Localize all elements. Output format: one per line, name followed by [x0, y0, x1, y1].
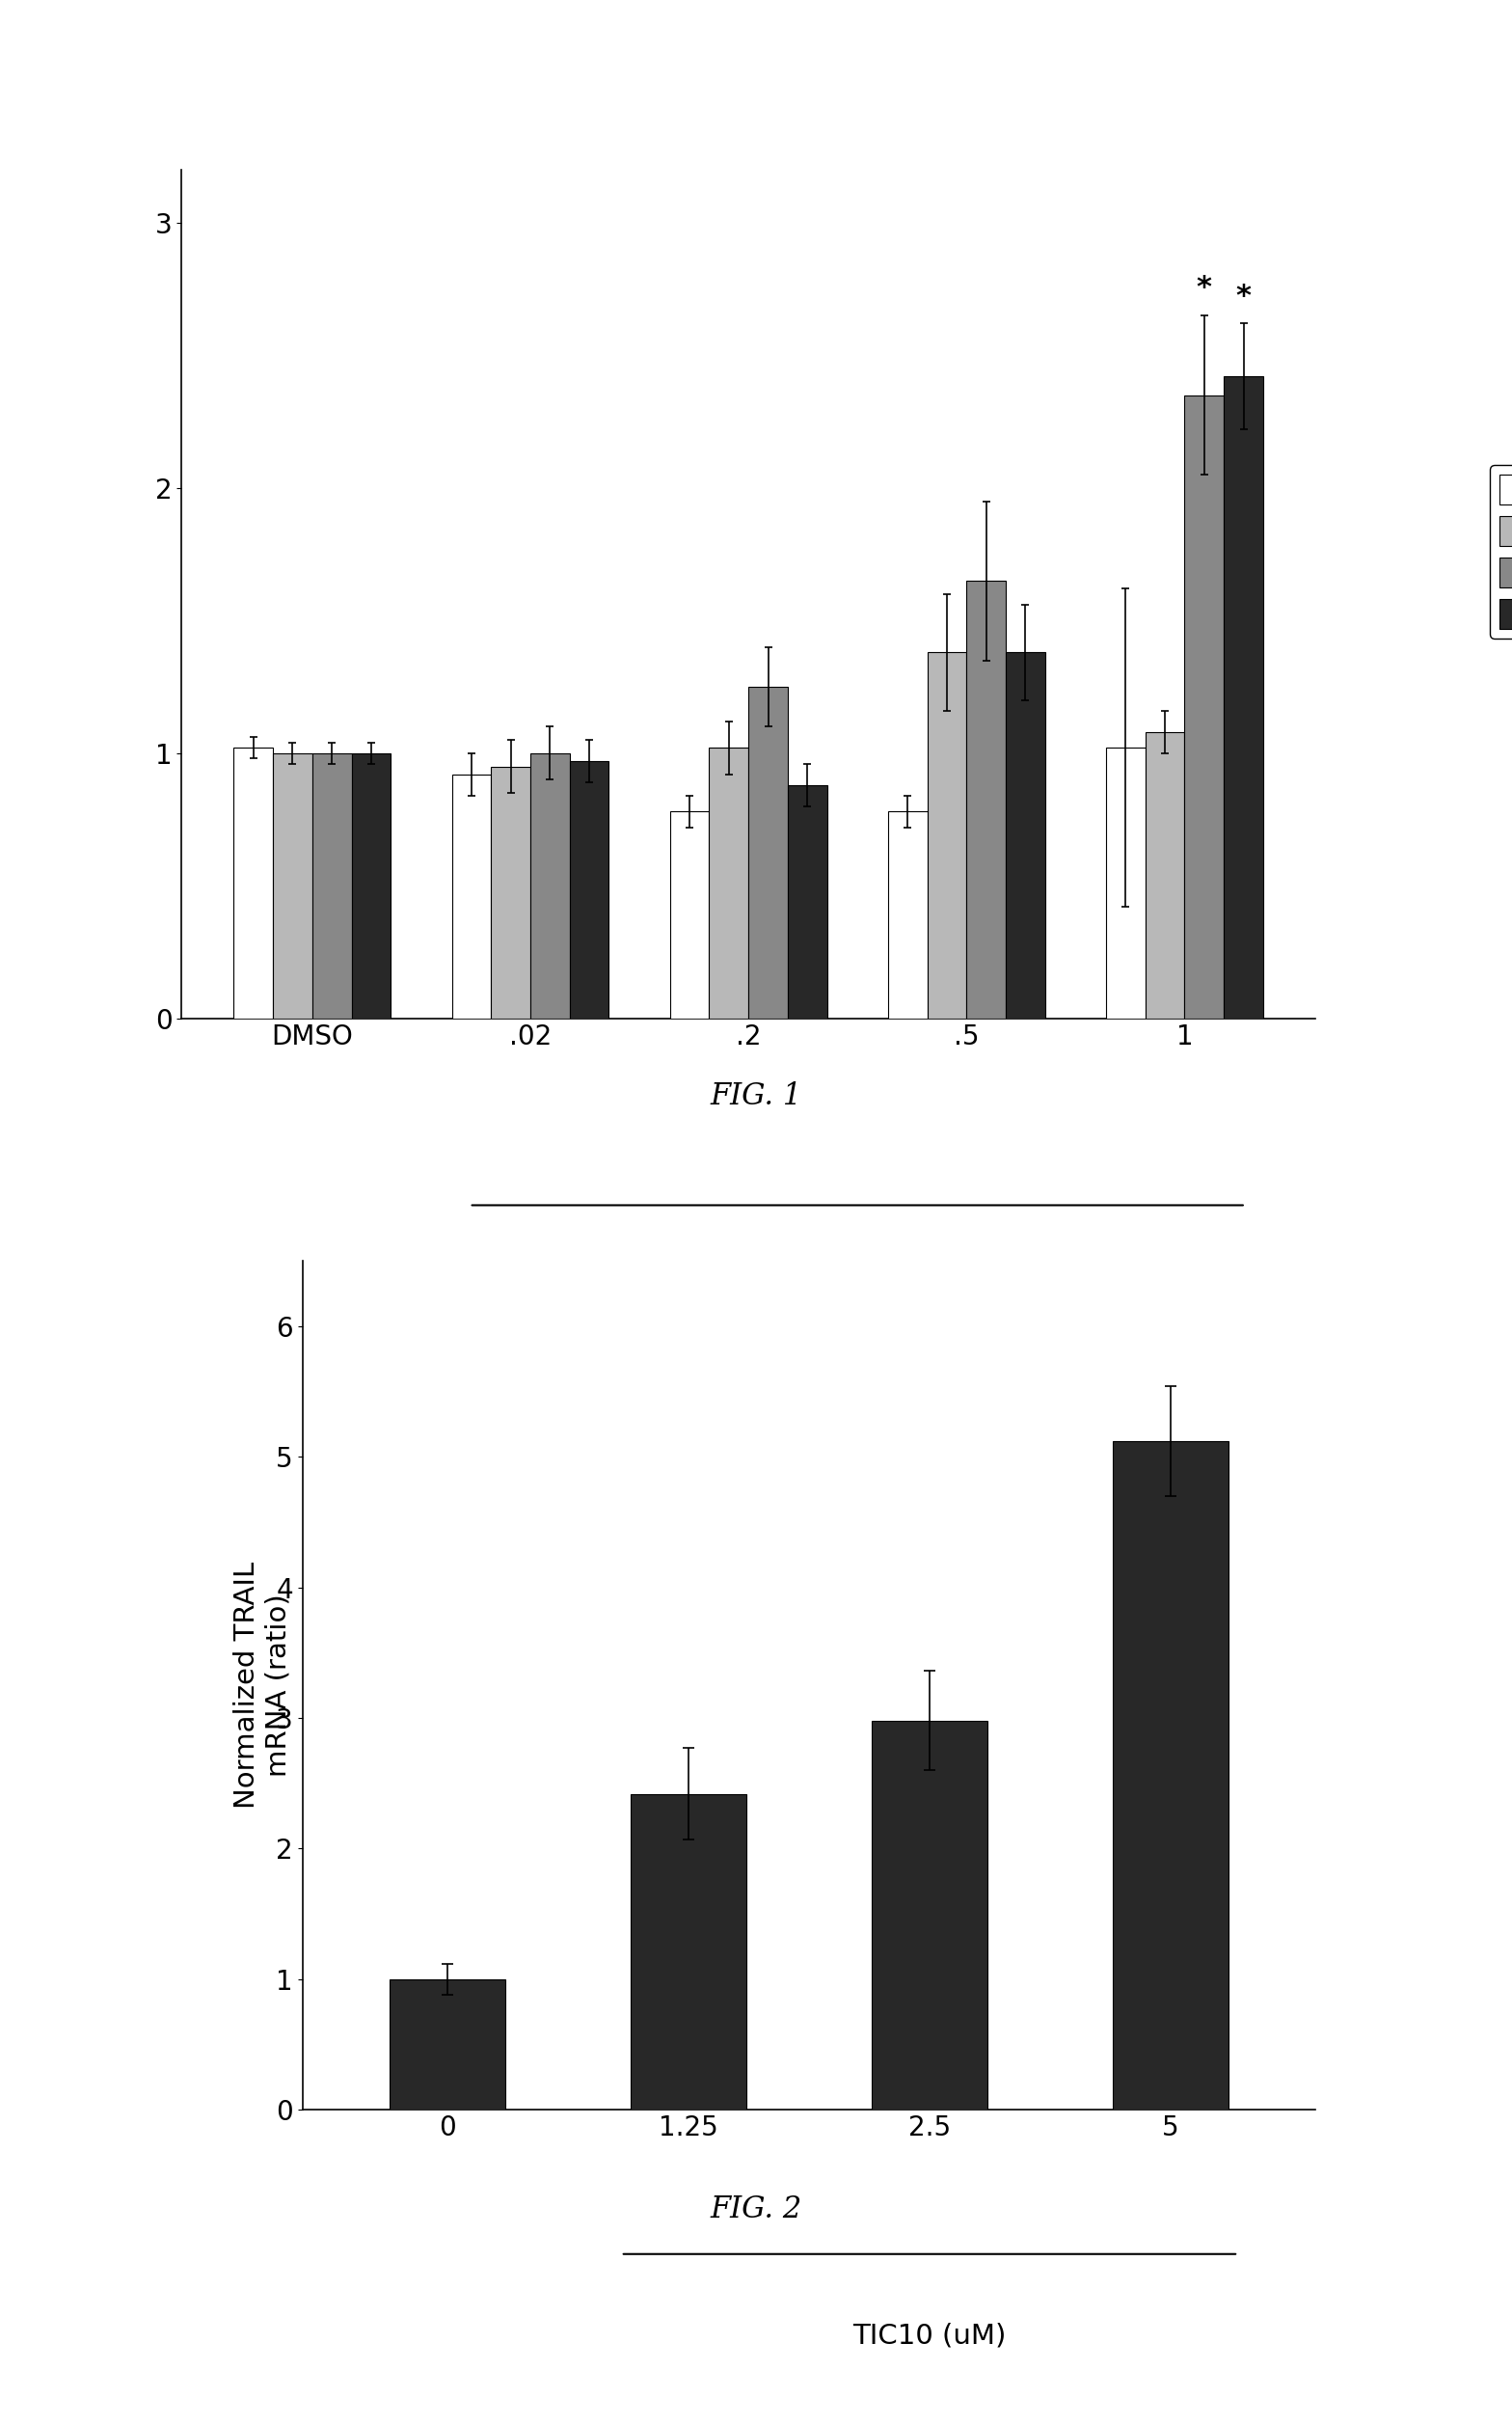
Bar — [966, 582, 1005, 1019]
Bar — [1005, 652, 1045, 1019]
Bar — [491, 766, 531, 1018]
Text: TIC10 (uM): TIC10 (uM) — [853, 2323, 1007, 2350]
Text: *: * — [1196, 274, 1213, 303]
Bar — [1223, 376, 1263, 1019]
Bar — [452, 774, 491, 1018]
Text: *: * — [1235, 281, 1252, 310]
Bar — [1146, 732, 1184, 1018]
Bar — [234, 747, 274, 1019]
Bar — [888, 812, 927, 1018]
Bar — [670, 812, 709, 1018]
Bar — [1113, 1440, 1229, 2110]
Y-axis label: Normalized TRAIL
mRNA (ratio): Normalized TRAIL mRNA (ratio) — [233, 1562, 292, 1809]
Bar — [631, 1794, 747, 2110]
Bar — [748, 686, 788, 1019]
Bar — [313, 754, 351, 1019]
Bar — [1184, 395, 1223, 1019]
Bar — [531, 754, 570, 1019]
Bar — [570, 761, 609, 1018]
Bar — [871, 1722, 987, 2110]
Bar — [709, 747, 748, 1019]
Text: FIG. 1: FIG. 1 — [711, 1082, 801, 1111]
Text: FIG. 2: FIG. 2 — [711, 2195, 801, 2224]
Bar — [788, 786, 827, 1019]
Bar — [389, 1979, 505, 2110]
Bar — [274, 754, 313, 1019]
Bar — [351, 754, 390, 1019]
Bar — [927, 652, 966, 1019]
Legend: 12hr, 24hr, 36hr, 48hr: 12hr, 24hr, 36hr, 48hr — [1489, 466, 1512, 638]
Text: TIC10 (uM): TIC10 (uM) — [780, 1280, 934, 1310]
Bar — [1107, 747, 1146, 1019]
